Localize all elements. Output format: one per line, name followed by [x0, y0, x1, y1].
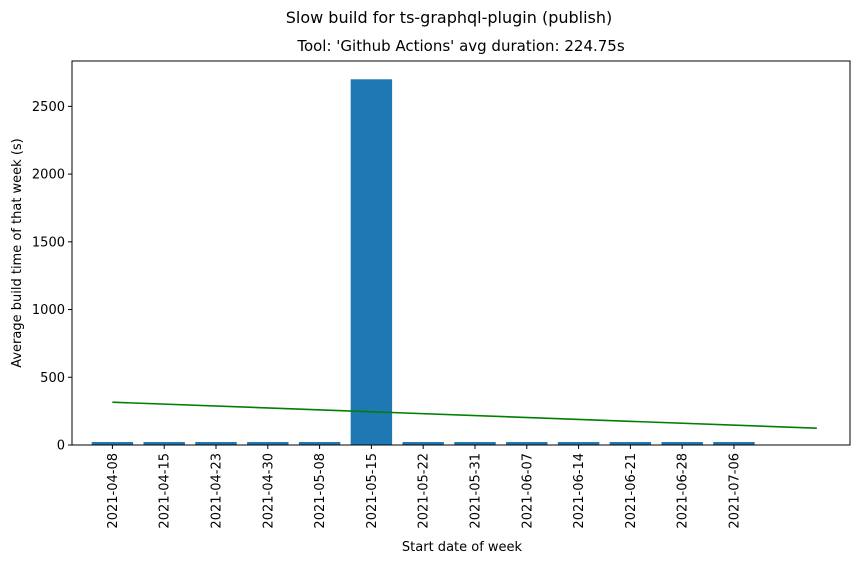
bar-2021-04-15	[143, 442, 185, 445]
y-axis-label: Average build time of that week (s)	[10, 138, 25, 368]
bar-2021-04-08	[91, 442, 134, 445]
x-tick-label: 2021-06-07	[520, 453, 535, 529]
y-tick-label: 500	[40, 371, 65, 386]
x-tick-label: 2021-04-30	[261, 453, 276, 529]
bar-2021-06-07	[506, 442, 548, 445]
x-tick-label: 2021-04-15	[158, 453, 173, 529]
bar-2021-05-08	[298, 442, 341, 445]
y-tick-label: 2500	[32, 100, 65, 115]
bar-2021-06-28	[661, 442, 703, 445]
bar-2021-05-22	[402, 442, 444, 445]
bar-2021-05-31	[454, 442, 496, 445]
x-tick-label: 2021-04-08	[106, 453, 121, 529]
y-tick-label: 1500	[32, 235, 65, 250]
x-tick-label: 2021-05-08	[313, 453, 328, 529]
chart-suptitle: Slow build for ts-graphql-plugin (publis…	[286, 8, 613, 27]
y-axis-ticks: 0 500 1000 1500 2000 2500	[32, 100, 72, 454]
bar-2021-04-30	[247, 442, 289, 445]
x-tick-label: 2021-06-14	[572, 453, 587, 529]
trend-line	[112, 401, 817, 429]
y-tick-label: 2000	[32, 168, 65, 183]
x-tick-label: 2021-04-23	[210, 453, 225, 529]
bar-2021-04-23	[195, 442, 237, 445]
x-tick-label: 2021-05-31	[468, 453, 483, 529]
bar-2021-07-06	[713, 442, 755, 445]
x-tick-label: 2021-05-22	[417, 453, 432, 529]
bar-2021-06-21	[609, 442, 652, 445]
y-tick-label: 1000	[32, 303, 65, 318]
bar-2021-05-15	[350, 79, 393, 445]
trend-line-group	[112, 401, 817, 429]
x-axis-label: Start date of week	[402, 540, 523, 555]
x-tick-label: 2021-07-06	[727, 453, 742, 529]
bar-group	[91, 79, 755, 445]
y-tick-label: 0	[57, 439, 65, 454]
plot-area-frame	[71, 60, 851, 446]
x-tick-label: 2021-06-28	[676, 453, 691, 529]
x-tick-label: 2021-05-15	[365, 453, 380, 529]
chart-title: Tool: 'Github Actions' avg duration: 224…	[296, 37, 625, 55]
x-tick-label: 2021-06-21	[624, 453, 639, 529]
x-axis-ticks: 2021-04-08 2021-04-15 2021-04-23 2021-04-30…	[106, 445, 742, 529]
bar-2021-06-14	[557, 442, 600, 445]
